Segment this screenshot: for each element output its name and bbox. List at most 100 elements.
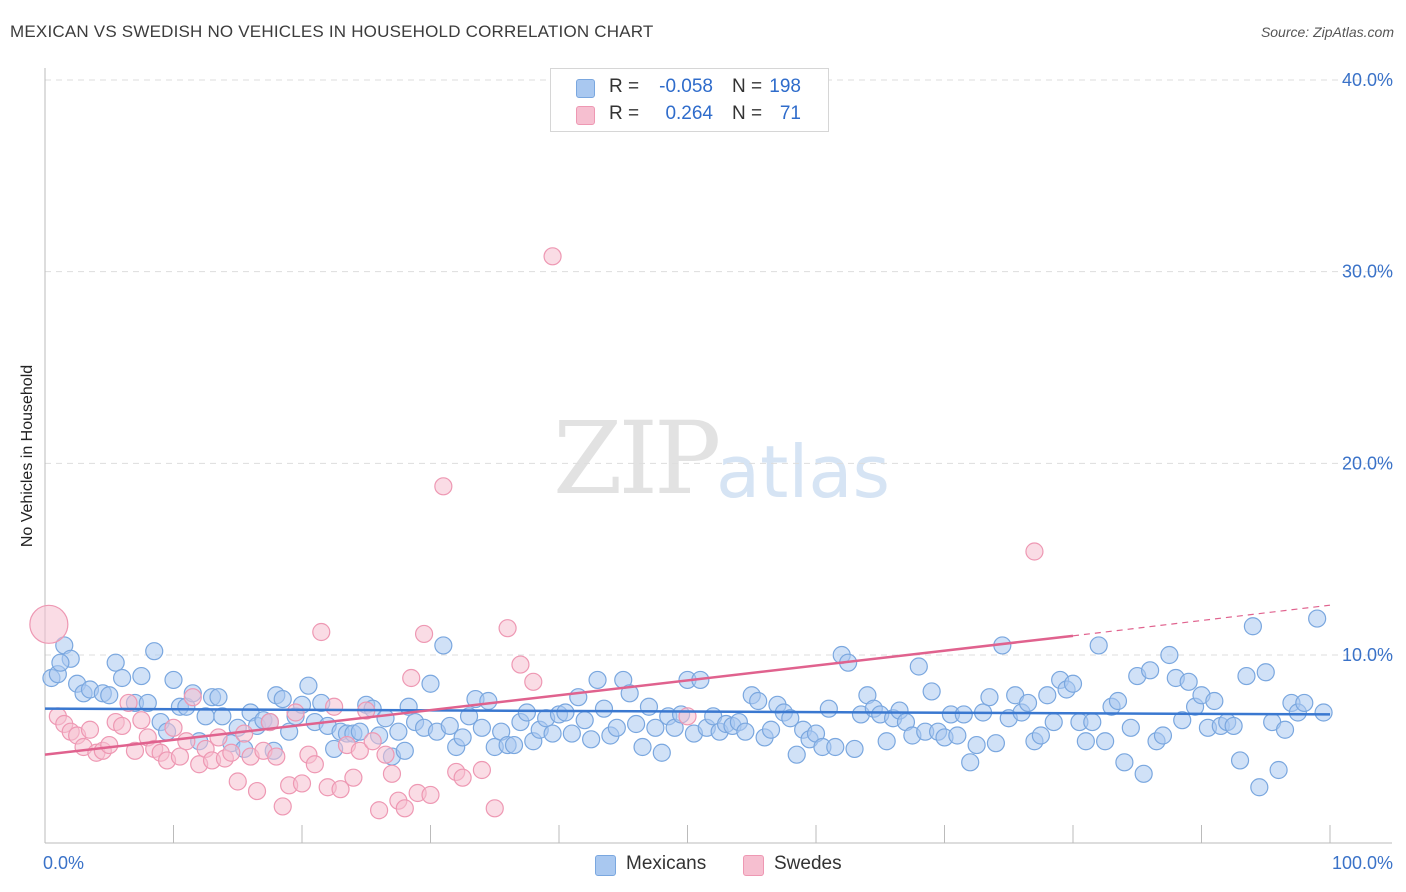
swedes-point [524,672,543,691]
swedes-point [112,716,132,736]
mexicans-point [639,697,659,716]
mexicans-point [909,657,928,676]
mexicans-point [652,743,671,762]
legend-n-label: N = [732,103,763,124]
legend-n-value: 198 [769,76,801,97]
swedes-point [498,619,517,638]
mexicans-point [582,730,601,749]
bottom-legend-label-swedes: Swedes [774,853,842,874]
swedes-point [344,768,363,787]
mexicans-point [594,699,614,718]
mexicans-point [213,707,232,726]
mexicans-point [1063,674,1083,693]
swedes-point [247,781,267,801]
mexicans-trend-line [44,707,1331,716]
mexicans-point [1237,666,1256,686]
mexicans-point [1250,778,1269,797]
mexicans-point [421,674,440,693]
mexicans-point [132,666,151,686]
swedes-point [472,760,491,780]
swedes-point [1025,542,1044,561]
source-label: Source: ZipAtlas.com [1260,24,1394,40]
legend-r-value: 0.264 [665,103,713,124]
mexicans-point [761,720,781,739]
mexicans-point [395,741,414,760]
mexicans-point [781,709,800,728]
mexicans-point [472,718,491,737]
swedes-point [132,711,151,730]
mexicans-point [1269,760,1288,780]
mexicans-point [209,688,228,707]
mexicans-point [1018,693,1038,713]
mexicans-point [1140,661,1160,680]
mexicans-point [1230,751,1250,770]
mexicans-point [145,642,164,661]
chart-title: MEXICAN VS SWEDISH NO VEHICLES IN HOUSEH… [10,22,654,41]
mexicans-point [350,722,369,741]
swedes-point [453,768,472,787]
mexicans-point [479,691,498,711]
mexicans-point [961,753,980,772]
swedes-point [177,732,196,751]
swedes-point [511,655,530,674]
mexicans-point [826,737,845,757]
mexicans-point [1256,663,1275,682]
legend-n-value: 71 [779,103,801,124]
y-tick-label: 30.0% [1342,262,1393,282]
mexicans-point [1173,711,1192,730]
mexicans-point [106,653,125,672]
swedes-point [100,735,119,755]
mexicans-point [299,676,318,695]
swedes-point [421,785,440,805]
swedes-point [29,604,69,644]
legend-r-label: R = [609,103,640,124]
mexicans-point [620,684,639,703]
mexicans-point [459,707,479,726]
swedes-point [370,801,389,820]
mexicans-point [986,734,1006,753]
mexicans-point [1205,691,1224,711]
mexicans-point [100,686,119,705]
swedes-point [286,703,305,722]
mexicans-point [1153,726,1173,745]
mexicans-point [1179,672,1198,691]
y-tick-label: 40.0% [1342,70,1393,90]
legend-swatch-mexicans [576,79,595,98]
mexicans-point [1076,732,1095,751]
mexicans-point [819,699,838,718]
swedes-trend-line [44,634,1074,756]
mexicans-point [440,716,459,736]
legend-swatch-swedes [576,106,595,125]
mexicans-point [588,670,607,690]
mexicans-point [877,732,896,751]
swedes-point [485,799,504,818]
mexicans-point [787,745,806,764]
watermark-atlas: atlas [716,430,890,514]
swedes-point [267,747,286,766]
mexicans-point [1275,720,1295,739]
swedes-point [305,755,324,774]
mexicans-point [626,714,646,734]
swedes-point [273,797,292,816]
mexicans-point [749,691,768,711]
mexicans-point [575,711,594,730]
mexicans-point [1044,712,1063,732]
mexicans-point [543,724,562,743]
mexicans-point [1096,732,1115,751]
legend-row-swedes: R = 0.264 N = 71 [551,101,828,127]
correlation-legend: R = -0.058 N = 198 R = 0.264 N = 71 [550,68,829,132]
mexicans-point [1134,764,1153,783]
legend-row-mexicans: R = -0.058 N = 198 [551,74,828,100]
mexicans-point [517,703,536,722]
watermark-zip: ZIP [553,400,721,517]
mexicans-point [112,668,132,688]
swedes-point [382,764,402,783]
mexicans-point [646,718,665,737]
mexicans-point [607,718,626,737]
legend-r-label: R = [609,76,640,97]
swedes-point [312,622,331,642]
mexicans-point [504,735,524,755]
bottom-legend-swatch-swedes [743,855,764,876]
mexicans-point [1314,703,1333,722]
